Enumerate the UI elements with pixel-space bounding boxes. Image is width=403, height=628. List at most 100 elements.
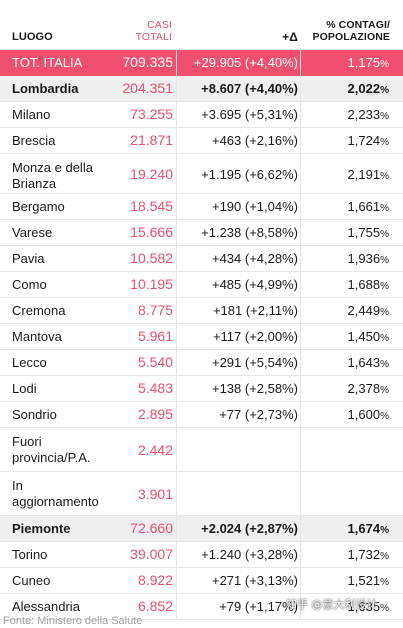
table-row: Cuneo 8.922 +271 (+3,13%) 1,521% xyxy=(0,568,403,594)
pct-number: 1,688 xyxy=(347,277,381,292)
casi-totali-value: 2.895 xyxy=(137,406,173,422)
contagi-popolazione-value: 1,661% xyxy=(300,199,389,214)
contagi-popolazione-value: 1,936% xyxy=(300,251,389,266)
pct-number: 2,378 xyxy=(347,381,381,396)
delta-value: +190 (+1,04%) xyxy=(211,199,298,214)
casi-totali-value: 5.540 xyxy=(137,354,173,370)
place-name: Piemonte xyxy=(12,521,71,536)
place-name: Pavia xyxy=(12,251,45,266)
casi-totali-value: 72.660 xyxy=(130,520,173,536)
pct-number: 1,732 xyxy=(347,547,381,562)
delta-value: +1.238 (+8,58%) xyxy=(201,225,298,240)
pct-number: 2,022 xyxy=(347,81,381,96)
delta-value: +2.024 (+2,87%) xyxy=(201,521,298,536)
header-luogo: LUOGO xyxy=(12,31,53,43)
casi-totali-value: 10.582 xyxy=(130,250,173,266)
table-row: Torino 39.007 +1.240 (+3,28%) 1,732% xyxy=(0,542,403,568)
contagi-popolazione-value: 2,449% xyxy=(300,303,389,318)
table-row: Pavia 10.582 +434 (+4,28%) 1,936% xyxy=(0,246,403,272)
pct-sign: % xyxy=(380,359,389,370)
pct-number: 2,191 xyxy=(347,167,381,182)
header-delta: +Δ xyxy=(282,30,298,44)
pct-sign: % xyxy=(380,333,389,344)
source-note: Fonte: Ministero della Salute xyxy=(3,615,143,627)
place-name: TOT. ITALIA xyxy=(12,55,83,70)
place-name: Bergamo xyxy=(12,199,65,214)
contagi-popolazione-value: 2,378% xyxy=(300,381,389,396)
casi-totali-value: 19.240 xyxy=(130,166,173,182)
pct-sign: % xyxy=(380,307,389,318)
delta-value: +485 (+4,99%) xyxy=(211,277,298,292)
contagi-popolazione-value: 2,191% xyxy=(300,167,389,182)
pct-number: 1,643 xyxy=(347,355,381,370)
table-row: Como 10.195 +485 (+4,99%) 1,688% xyxy=(0,272,403,298)
delta-value: +463 (+2,16%) xyxy=(211,133,298,148)
casi-totali-value: 39.007 xyxy=(130,546,173,562)
contagi-popolazione-value: 1,724% xyxy=(300,133,389,148)
header-pct-line2: POPOLAZIONE xyxy=(312,31,390,43)
contagi-popolazione-value: 1,688% xyxy=(300,277,389,292)
place-name: In aggiornamento xyxy=(12,478,99,509)
delta-value: +8.607 (+4,40%) xyxy=(201,81,298,96)
casi-totali-value: 5.483 xyxy=(137,380,173,396)
place-name: Como xyxy=(12,277,47,292)
place-name: Mantova xyxy=(12,329,62,344)
pct-sign: % xyxy=(380,171,389,182)
pct-number: 1,450 xyxy=(347,329,381,344)
casi-totali-value: 73.255 xyxy=(130,106,173,122)
delta-value: +77 (+2,73%) xyxy=(219,407,298,422)
casi-totali-value: 8.922 xyxy=(137,572,173,588)
pct-sign: % xyxy=(380,577,389,588)
table-row: Sondrio 2.895 +77 (+2,73%) 1,600% xyxy=(0,402,403,428)
casi-totali-value: 18.545 xyxy=(130,198,173,214)
casi-totali-value: 204.351 xyxy=(122,80,173,96)
casi-totali-value: 15.666 xyxy=(130,224,173,240)
pct-sign: % xyxy=(380,203,389,214)
casi-totali-value: 21.871 xyxy=(130,132,173,148)
contagi-popolazione-value: 1,600% xyxy=(300,407,389,422)
place-name: Brescia xyxy=(12,133,56,148)
contagi-popolazione-value: 1,732% xyxy=(300,547,389,562)
contagi-popolazione-value: 1,755% xyxy=(300,225,389,240)
table-row: Fuori provincia/P.A. 2.442 xyxy=(0,428,403,472)
delta-value: +181 (+2,11%) xyxy=(212,303,298,318)
pct-sign: % xyxy=(380,59,389,70)
place-name: Alessandria xyxy=(12,599,80,614)
contagi-popolazione-value: 1,521% xyxy=(300,573,389,588)
pct-number: 1,674 xyxy=(347,521,381,536)
contagi-popolazione-value: 1,674% xyxy=(300,521,389,536)
table-row: Milano 73.255 +3.695 (+5,31%) 2,233% xyxy=(0,102,403,128)
watermark: 知乎 @意大利设计 xyxy=(286,598,378,611)
table-row: Brescia 21.871 +463 (+2,16%) 1,724% xyxy=(0,128,403,154)
delta-value: +434 (+4,28%) xyxy=(211,251,298,266)
casi-totali-value: 3.901 xyxy=(137,486,173,502)
table-row: Bergamo 18.545 +190 (+1,04%) 1,661% xyxy=(0,194,403,220)
table-row: Lecco 5.540 +291 (+5,54%) 1,643% xyxy=(0,350,403,376)
contagi-popolazione-value: 1,643% xyxy=(300,355,389,370)
pct-number: 1,661 xyxy=(347,199,381,214)
pct-number: 2,449 xyxy=(347,303,381,318)
region-row: Lombardia 204.351 +8.607 (+4,40%) 2,022% xyxy=(0,76,403,102)
pct-number: 1,635 xyxy=(347,599,381,614)
pct-number: 1,936 xyxy=(347,251,381,266)
contagi-popolazione-value: 1,450% xyxy=(300,329,389,344)
delta-value: +271 (+3,13%) xyxy=(211,573,298,588)
pct-sign: % xyxy=(380,229,389,240)
table-row: Mantova 5.961 +117 (+2,00%) 1,450% xyxy=(0,324,403,350)
contagi-popolazione-value: 2,233% xyxy=(300,107,389,122)
contagi-popolazione-value: 1,175% xyxy=(300,55,389,70)
pct-sign: % xyxy=(380,281,389,292)
pct-sign: % xyxy=(380,385,389,396)
pct-sign: % xyxy=(380,525,389,536)
table-row: Cremona 8.775 +181 (+2,11%) 2,449% xyxy=(0,298,403,324)
casi-totali-value: 2.442 xyxy=(137,442,173,458)
header-casi-line2: TOTALI xyxy=(135,31,172,43)
delta-value: +138 (+2,58%) xyxy=(211,381,298,396)
table-row: Monza e della Brianza 19.240 +1.195 (+6,62… xyxy=(0,154,403,194)
header-contagi-popolazione: % CONTAGI/ POPOLAZIONE xyxy=(300,19,390,43)
table-row: In aggiornamento 3.901 xyxy=(0,472,403,516)
casi-totali-value: 6.852 xyxy=(137,598,173,614)
place-name: Fuori provincia/P.A. xyxy=(12,434,91,465)
casi-totali-value: 5.961 xyxy=(137,328,173,344)
place-name: Cremona xyxy=(12,303,66,318)
